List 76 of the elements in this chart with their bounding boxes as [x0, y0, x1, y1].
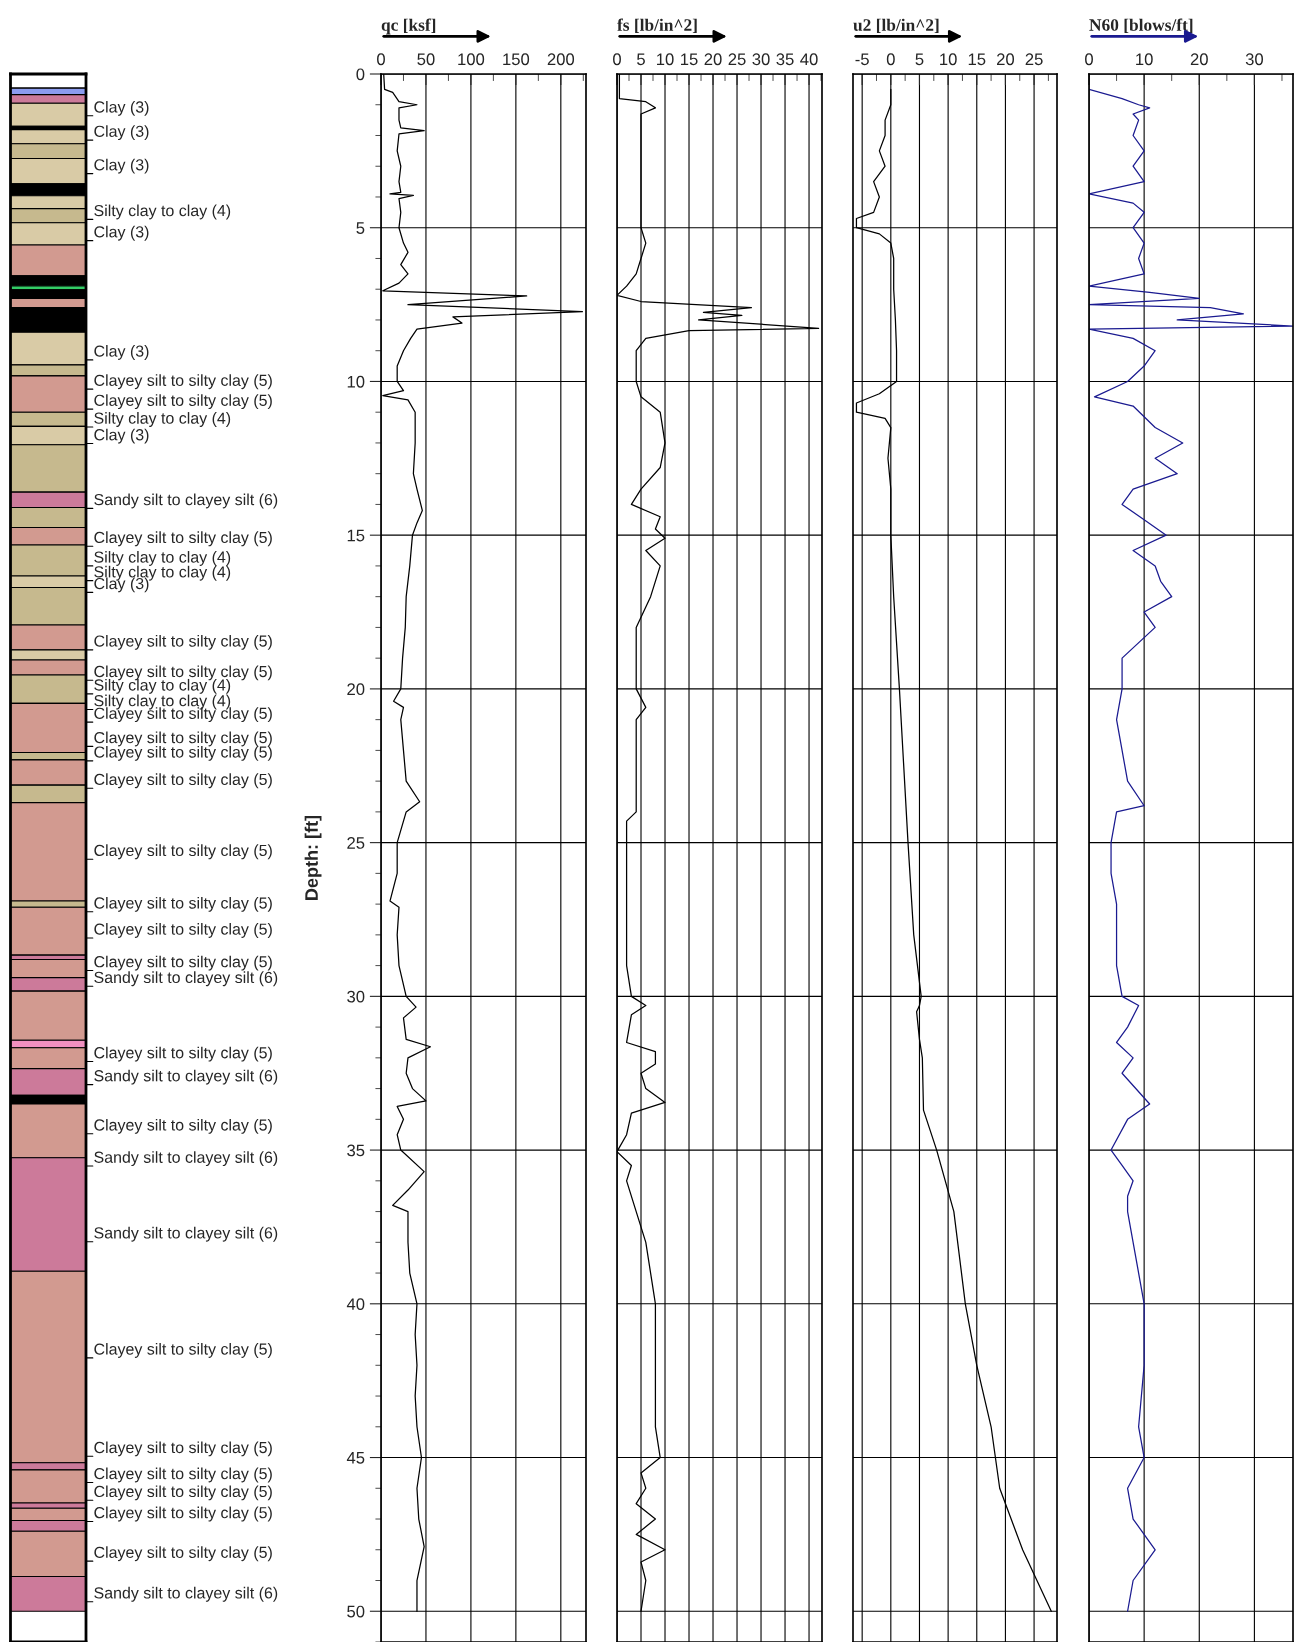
x-tick-label: 200: [547, 53, 575, 66]
text: Clay (3): [94, 158, 149, 174]
text: Clay (3): [94, 225, 149, 241]
text: Sandy silt to clayey silt (6): [94, 493, 278, 509]
text: Clayey silt to silty clay (5): [94, 923, 272, 938]
y-tick-label: 35: [347, 1144, 365, 1157]
x-tick-label: 10: [657, 53, 674, 66]
y-tick-label: 20: [347, 683, 365, 696]
text: Clay (3): [94, 345, 149, 360]
text: Clayey silt to silty clay (5): [94, 844, 272, 860]
text: Clayey silt to silty clay (5): [94, 745, 272, 761]
text: Sandy silt to clayey silt (6): [94, 1586, 278, 1602]
text: Clayey silt to silty clay (5): [94, 374, 272, 390]
x-tick-label: 10: [940, 53, 957, 66]
x-tick-label: 20: [1190, 53, 1208, 66]
x-tick-label: 10: [1136, 53, 1153, 66]
text: Silty clay to clay (4): [94, 412, 231, 427]
text: Clayey silt to silty clay (5): [94, 1343, 272, 1358]
text: Silty clay to clay (4): [94, 204, 231, 220]
y-tick-label: 0: [356, 68, 365, 81]
y-tick-label: 45: [346, 1452, 365, 1464]
text: Sandy silt to clayey silt (6): [94, 1226, 278, 1242]
y-tick-label: 50: [347, 1605, 365, 1618]
x-tick-label: 5: [915, 53, 924, 66]
x-tick-label: 150: [503, 53, 530, 66]
text: Clayey silt to silty clay (5): [94, 1441, 272, 1457]
text: Clay (3): [94, 428, 149, 444]
x-tick-label: 20: [704, 53, 722, 66]
x-axis-title: qc [ksf]: [381, 18, 436, 35]
x-tick-label: 20: [997, 53, 1015, 66]
x-tick-label: 40: [800, 53, 818, 66]
y-tick-label: 30: [347, 990, 365, 1003]
text: Clayey silt to silty clay (5): [94, 1506, 272, 1522]
x-tick-label: 0: [613, 53, 621, 66]
text: Clayey silt to silty clay (5): [94, 773, 272, 789]
y-tick-label: 10: [347, 375, 365, 388]
x-tick-label: 0: [1085, 53, 1093, 66]
x-tick-label: 15: [681, 53, 698, 66]
text: Sandy silt to clayey silt (6): [94, 1151, 278, 1167]
text: Clay (3): [94, 100, 149, 116]
x-tick-label: 25: [728, 53, 746, 66]
text: Sandy silt to clayey silt (6): [94, 971, 278, 987]
x-tick-label: 15: [968, 53, 986, 66]
text: Silty clay to clay (4): [94, 551, 231, 566]
x-tick-label: 35: [776, 53, 794, 66]
text: Clayey silt to silty clay (5): [94, 394, 272, 410]
x-tick-label: 0: [886, 53, 895, 66]
text: Sandy silt to clayey silt (6): [94, 1069, 278, 1085]
y-axis-title: Depth: [ft]: [304, 815, 322, 900]
x-tick-label: 50: [417, 53, 435, 66]
text: Clayey silt to silty clay (5): [94, 1467, 272, 1483]
text: Clayey silt to silty clay (5): [94, 1485, 272, 1501]
x-tick-label: -5: [855, 53, 869, 66]
text: Clayey silt to silty clay (5): [94, 955, 272, 971]
x-tick-label: 25: [1025, 53, 1043, 66]
text: Clayey silt to silty clay (5): [94, 531, 272, 547]
y-tick-label: 15: [347, 529, 365, 542]
x-tick-label: 30: [752, 53, 770, 66]
text: Clayey silt to silty clay (5): [94, 1118, 272, 1134]
y-tick-label: 40: [346, 1298, 365, 1311]
y-tick-label: 5: [356, 222, 365, 234]
x-tick-label: 5: [637, 53, 645, 66]
x-axis-title: N60 [blows/ft]: [1089, 18, 1193, 34]
text: Clay (3): [94, 125, 149, 141]
text: Clayey silt to silty clay (5): [94, 731, 272, 747]
x-tick-label: 100: [458, 53, 485, 66]
text: Clayey silt to silty clay (5): [94, 665, 272, 681]
text: Clayey silt to silty clay (5): [94, 1546, 272, 1562]
text: Clayey silt to silty clay (5): [94, 1046, 272, 1062]
x-axis-title: fs [lb/in^2]: [617, 18, 697, 34]
x-tick-label: 0: [377, 53, 385, 66]
x-axis-title: u2 [lb/in^2]: [853, 18, 939, 34]
y-tick-label: 25: [347, 837, 365, 849]
x-tick-label: 30: [1245, 53, 1264, 66]
text: Clayey silt to silty clay (5): [94, 634, 272, 650]
text: Clayey silt to silty clay (5): [94, 896, 272, 912]
